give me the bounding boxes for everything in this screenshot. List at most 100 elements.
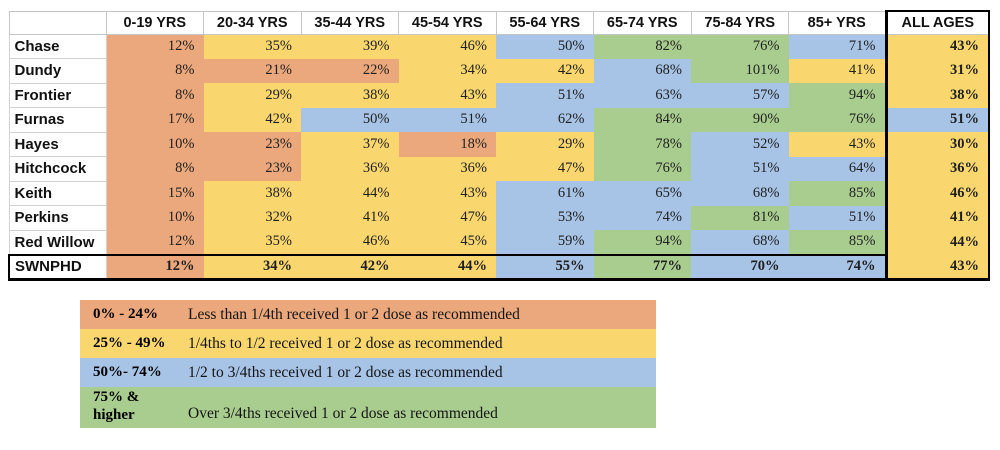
value-cell: 17% <box>106 107 204 132</box>
value-cell: 51% <box>691 156 789 181</box>
value-cell: 55% <box>496 253 594 281</box>
value-cell: 68% <box>691 181 789 206</box>
value-cell: 35% <box>203 230 301 255</box>
legend-description: Less than 1/4th received 1 or 2 dose as … <box>188 305 520 323</box>
value-cell: 85% <box>788 230 886 255</box>
value-cell: 41% <box>301 205 399 230</box>
value-cell: 68% <box>593 58 691 83</box>
column-header: 55-64 YRS <box>495 10 594 35</box>
legend-item: 25% - 49% 1/4ths to 1/2 received 1 or 2 d… <box>80 329 656 358</box>
value-cell: 42% <box>496 58 594 83</box>
row-label: Keith <box>8 180 107 206</box>
value-cell: 36% <box>884 156 990 181</box>
value-cell: 45% <box>398 230 496 255</box>
legend-item: 0% - 24% Less than 1/4th received 1 or 2 … <box>80 300 656 329</box>
legend-description: Over 3/4ths received 1 or 2 dose as reco… <box>188 405 498 422</box>
value-cell: 74% <box>788 253 886 281</box>
value-cell: 42% <box>203 107 301 132</box>
value-cell: 51% <box>884 107 990 132</box>
value-cell: 8% <box>106 156 204 181</box>
value-cell: 12% <box>106 34 204 59</box>
value-cell: 29% <box>203 83 301 108</box>
row-label: Dundy <box>8 58 107 84</box>
value-cell: 38% <box>301 83 399 108</box>
column-header: 75-84 YRS <box>690 10 789 35</box>
value-cell: 18% <box>398 132 496 157</box>
value-cell: 36% <box>301 156 399 181</box>
value-cell: 74% <box>593 205 691 230</box>
value-cell: 53% <box>496 205 594 230</box>
table-row: Perkins 10% 32% 41% 47% 53% 74% 81% 51% 41% <box>8 205 990 231</box>
value-cell: 21% <box>203 58 301 83</box>
legend-range-label: 50%- 74% <box>93 364 162 381</box>
value-cell: 94% <box>593 230 691 255</box>
column-header: 20-34 YRS <box>203 10 302 35</box>
value-cell: 43% <box>884 254 990 281</box>
value-cell: 65% <box>593 181 691 206</box>
value-cell: 85% <box>788 181 886 206</box>
row-label: Hayes <box>8 131 107 157</box>
value-cell: 36% <box>398 156 496 181</box>
table-row: Chase 12% 35% 39% 46% 50% 82% 76% 71% 43% <box>8 33 990 59</box>
legend-range-label: 75% & higher <box>93 388 140 424</box>
age-table-head-row: 0-19 YRS 20-34 YRS 35-44 YRS 45-54 YRS 55-64… <box>8 10 990 35</box>
value-cell: 51% <box>398 107 496 132</box>
value-cell: 71% <box>788 34 886 59</box>
value-cell: 43% <box>398 181 496 206</box>
value-cell: 43% <box>884 34 990 59</box>
value-cell: 10% <box>106 132 204 157</box>
value-cell: 61% <box>496 181 594 206</box>
row-label: Chase <box>8 33 107 59</box>
value-cell: 23% <box>203 132 301 157</box>
value-cell: 47% <box>496 156 594 181</box>
value-cell: 46% <box>884 181 990 206</box>
value-cell: 68% <box>691 230 789 255</box>
value-cell: 44% <box>301 181 399 206</box>
value-cell: 77% <box>593 253 691 281</box>
value-cell: 8% <box>106 83 204 108</box>
value-cell: 47% <box>398 205 496 230</box>
value-cell: 30% <box>884 132 990 157</box>
value-cell: 84% <box>593 107 691 132</box>
row-label: Frontier <box>8 82 107 108</box>
value-cell: 90% <box>691 107 789 132</box>
corner-header <box>8 10 107 35</box>
column-header: 45-54 YRS <box>398 10 497 35</box>
legend-item: 50%- 74% 1/2 to 3/4ths received 1 or 2 do… <box>80 358 656 387</box>
table-row: Dundy 8% 21% 22% 34% 42% 68% 101% 41% 31% <box>8 58 990 84</box>
value-cell: 64% <box>788 156 886 181</box>
value-cell: 41% <box>884 205 990 230</box>
value-cell: 8% <box>106 58 204 83</box>
table-row: Frontier 8% 29% 38% 43% 51% 63% 57% 94% 38% <box>8 82 990 108</box>
row-label: Perkins <box>8 205 107 231</box>
value-cell: 38% <box>203 181 301 206</box>
value-cell: 76% <box>593 156 691 181</box>
value-cell: 63% <box>593 83 691 108</box>
value-cell: 52% <box>691 132 789 157</box>
row-label: Hitchcock <box>8 156 107 182</box>
table-row: Red Willow 12% 35% 46% 45% 59% 94% 68% 85% 44% <box>8 229 990 255</box>
column-header: 85+ YRS <box>788 10 887 35</box>
vaccination-table: 0-19 YRS 20-34 YRS 35-44 YRS 45-54 YRS 55-64… <box>8 10 990 281</box>
value-cell: 50% <box>496 34 594 59</box>
table-row: Hayes 10% 23% 37% 18% 29% 78% 52% 43% 30% <box>8 131 990 157</box>
value-cell: 34% <box>203 253 301 281</box>
value-cell: 78% <box>593 132 691 157</box>
value-cell: 51% <box>788 205 886 230</box>
table-row: Hitchcock 8% 23% 36% 36% 47% 76% 51% 64% 36% <box>8 156 990 182</box>
value-cell: 62% <box>496 107 594 132</box>
value-cell: 76% <box>691 34 789 59</box>
legend-range-label: 0% - 24% <box>93 306 158 323</box>
legend-description: 1/4ths to 1/2 received 1 or 2 dose as re… <box>188 334 503 352</box>
value-cell: 82% <box>593 34 691 59</box>
vaccination-table-wrap: 0-19 YRS 20-34 YRS 35-44 YRS 45-54 YRS 55-64… <box>8 10 990 281</box>
column-header: 65-74 YRS <box>593 10 692 35</box>
value-cell: 76% <box>788 107 886 132</box>
value-cell: 57% <box>691 83 789 108</box>
value-cell: 38% <box>884 83 990 108</box>
value-cell: 41% <box>788 58 886 83</box>
value-cell: 46% <box>398 34 496 59</box>
value-cell: 31% <box>884 58 990 83</box>
value-cell: 32% <box>203 205 301 230</box>
value-cell: 81% <box>691 205 789 230</box>
